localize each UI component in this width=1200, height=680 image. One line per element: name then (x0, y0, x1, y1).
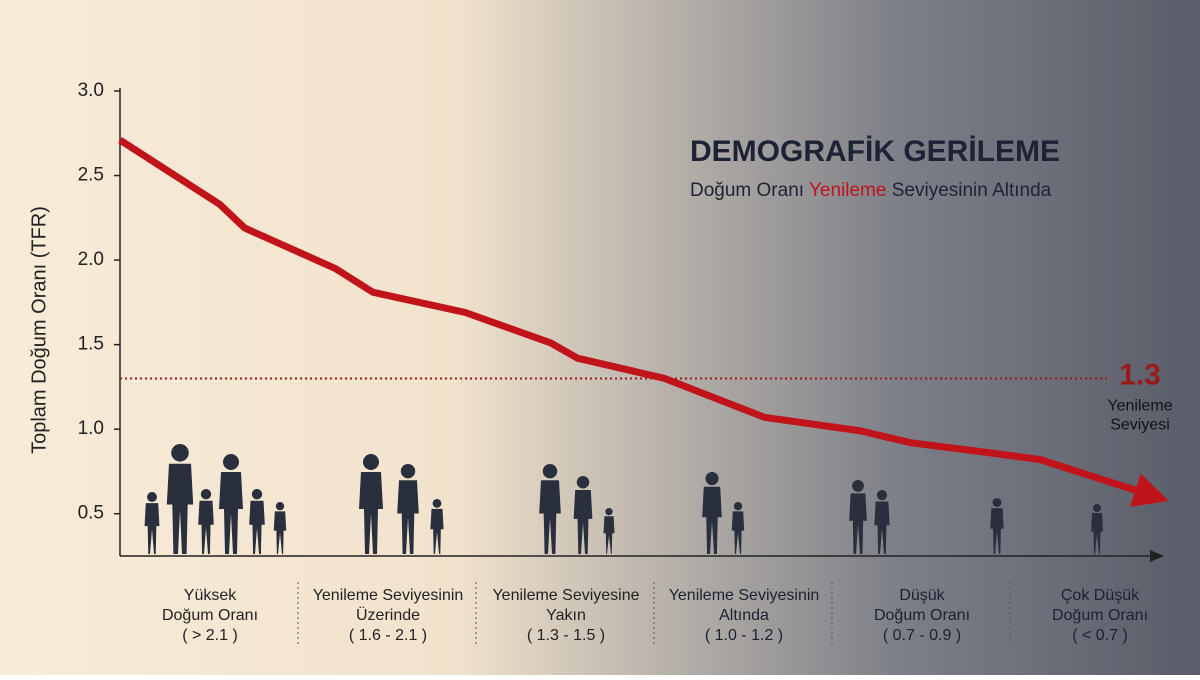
head (705, 472, 719, 486)
chart-title: DEMOGRAFİK GERİLEME (690, 135, 1060, 168)
group-label: ( < 0.7 ) (1072, 627, 1128, 644)
head (147, 492, 157, 502)
group-label: Yüksek (184, 587, 237, 604)
body (573, 490, 593, 554)
person (1091, 504, 1103, 554)
body (849, 493, 867, 554)
y-tick-label: 1.0 (78, 418, 104, 439)
person (990, 498, 1004, 554)
y-tick-label: 0.5 (78, 503, 104, 524)
person (359, 454, 383, 554)
subtitle-part: Doğum Oranı (690, 180, 809, 201)
y-tick-label: 1.5 (78, 334, 104, 355)
threshold-label: Seviyesi (1110, 417, 1170, 434)
y-axis-label: Toplam Doğum Oranı (TFR) (28, 206, 50, 454)
group-label: ( 1.6 - 2.1 ) (349, 627, 427, 644)
group-label: Düşük (899, 587, 945, 604)
threshold-value: 1.3 (1119, 358, 1161, 391)
subtitle-part: Seviyesinin Altında (886, 180, 1051, 201)
person (573, 476, 593, 554)
body (874, 501, 890, 554)
group-label: Yenileme Seviyesinin (669, 587, 820, 604)
group-label: Yakın (546, 607, 586, 624)
head (432, 499, 442, 508)
head (400, 464, 416, 479)
group-label: Doğum Oranı (874, 607, 970, 624)
chart-subtitle: Doğum Oranı Yenileme Seviyesinin Altında (690, 180, 1052, 201)
x-axis-arrow (1150, 550, 1164, 562)
y-tick-label: 2.5 (78, 165, 104, 186)
body (603, 516, 615, 554)
tfr-line (118, 137, 1169, 507)
body (1091, 513, 1103, 554)
person (249, 489, 265, 554)
body (273, 511, 287, 554)
head (992, 498, 1002, 507)
person (849, 480, 867, 554)
head (200, 489, 212, 500)
person (603, 508, 615, 554)
group-label: ( > 2.1 ) (182, 627, 238, 644)
group-label: ( 0.7 - 0.9 ) (883, 627, 961, 644)
group-label: ( 1.0 - 1.2 ) (705, 627, 783, 644)
body (397, 480, 419, 554)
head (363, 454, 379, 470)
subtitle-highlight: Yenileme (809, 180, 886, 201)
head (251, 489, 263, 500)
person (702, 472, 722, 554)
person (273, 502, 287, 554)
body (219, 472, 243, 554)
silhouettes (144, 444, 1103, 554)
body (249, 500, 265, 554)
group-label: Doğum Oranı (1052, 607, 1148, 624)
body (731, 511, 745, 554)
person (731, 502, 745, 554)
head (542, 464, 558, 479)
group-label: Çok Düşük (1061, 587, 1140, 604)
group-label: Altında (719, 607, 769, 624)
group-label: ( 1.3 - 1.5 ) (527, 627, 605, 644)
person (219, 454, 243, 554)
head (576, 476, 590, 489)
head (733, 502, 743, 511)
person (874, 490, 890, 554)
y-tick-label: 3.0 (78, 80, 104, 101)
head (605, 508, 613, 516)
head (852, 480, 864, 492)
group-label: Yenileme Seviyesine (492, 587, 639, 604)
y-tick-label: 2.0 (78, 249, 104, 270)
head (171, 444, 189, 462)
group-label: Doğum Oranı (162, 607, 258, 624)
head (876, 490, 888, 501)
body (539, 480, 561, 554)
person (430, 499, 444, 554)
body (359, 472, 383, 554)
threshold-label: Yenileme (1107, 398, 1172, 415)
group-label: Üzerinde (356, 606, 420, 624)
group-label: Yenileme Seviyesinin (313, 587, 464, 604)
head (223, 454, 239, 470)
person (539, 464, 561, 554)
head (275, 502, 285, 511)
body (990, 508, 1004, 554)
body (430, 508, 444, 554)
person (397, 464, 419, 554)
person (198, 489, 214, 554)
person (144, 492, 160, 554)
body (166, 463, 194, 554)
head (1093, 504, 1101, 512)
person (166, 444, 194, 554)
body (702, 486, 722, 554)
body (144, 503, 160, 554)
body (198, 500, 214, 554)
